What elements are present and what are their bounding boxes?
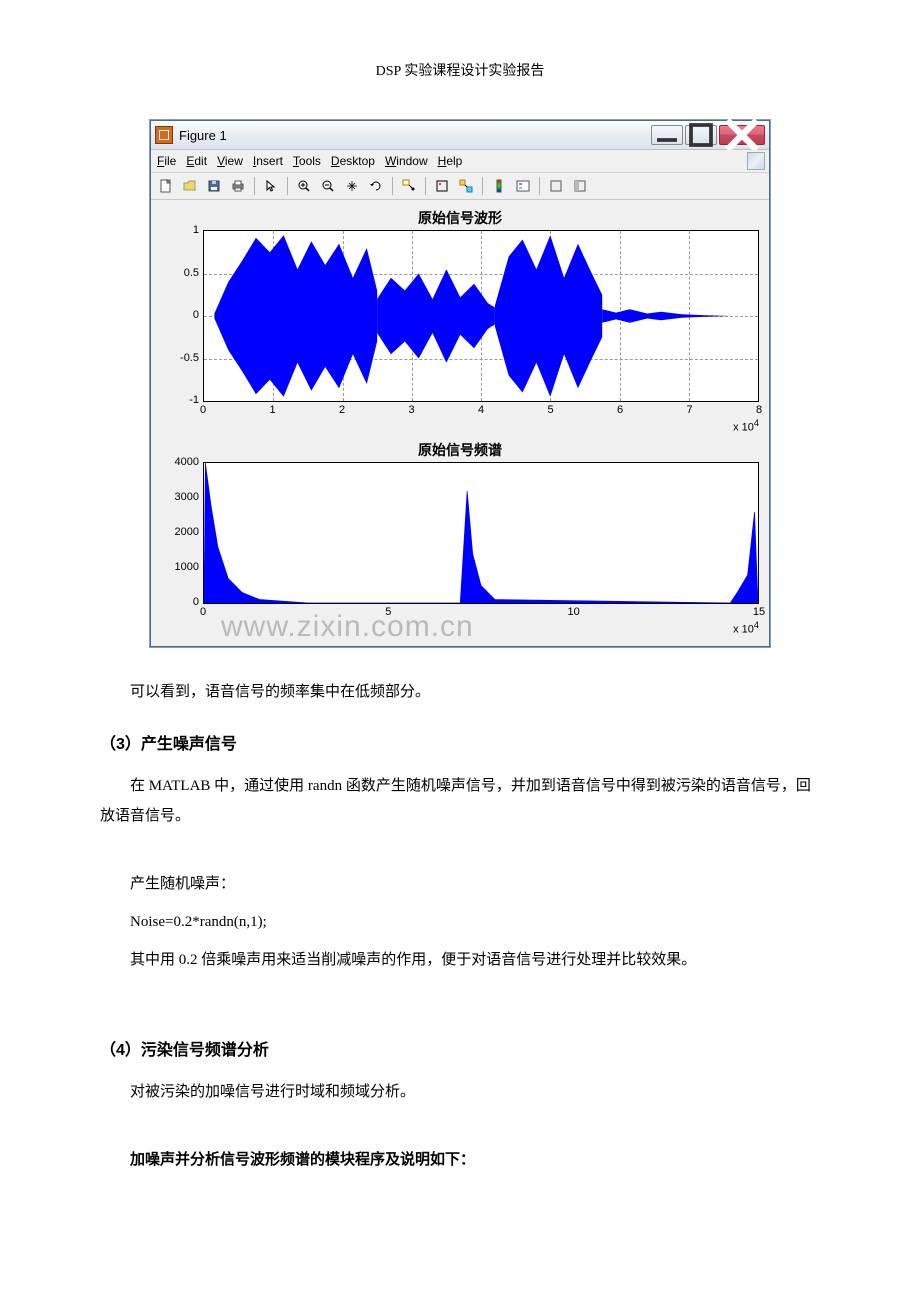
- maximize-button[interactable]: [685, 125, 717, 145]
- open-folder-icon[interactable]: [179, 175, 201, 197]
- xtick: 0: [200, 404, 206, 416]
- subplot2-canvas[interactable]: [203, 462, 759, 604]
- subplot1-xticks: 0 1 2 3 4 5 6 7 8: [203, 402, 759, 418]
- paragraph: 在 MATLAB 中，通过使用 randn 函数产生随机噪声信号，并加到语音信号…: [100, 771, 820, 831]
- window-title: Figure 1: [179, 128, 651, 143]
- xtick: 0: [200, 606, 206, 618]
- toolbar-separator: [392, 177, 393, 195]
- subplot1-yticks: 1 0.5 0 -0.5 -1: [161, 230, 203, 400]
- subplot-waveform: 原始信号波形 1 0.5 0 -0.5 -1: [161, 208, 759, 418]
- ytick: 0: [193, 596, 199, 608]
- toolbar-separator: [482, 177, 483, 195]
- xtick: 10: [568, 606, 580, 618]
- paragraph: 可以看到，语音信号的频率集中在低频部分。: [100, 677, 820, 707]
- toolbar-separator: [287, 177, 288, 195]
- print-icon[interactable]: [227, 175, 249, 197]
- close-button[interactable]: [719, 125, 765, 145]
- section-3-heading: （3）产生噪声信号: [100, 729, 820, 761]
- paragraph: 产生随机噪声：: [100, 869, 820, 899]
- menu-view[interactable]: View: [217, 154, 243, 168]
- section-4-heading: （4）污染信号频谱分析: [100, 1035, 820, 1067]
- xtick: 15: [753, 606, 765, 618]
- code-line: Noise=0.2*randn(n,1);: [100, 907, 820, 937]
- xtick: 1: [269, 404, 275, 416]
- dock-icon[interactable]: [569, 175, 591, 197]
- menu-insert[interactable]: Insert: [253, 154, 283, 168]
- new-file-icon[interactable]: [155, 175, 177, 197]
- bold-paragraph: 加噪声并分析信号波形频谱的模块程序及说明如下：: [100, 1145, 820, 1175]
- spectrum-svg: [204, 463, 758, 603]
- zoom-out-icon[interactable]: [317, 175, 339, 197]
- subplot1-title: 原始信号波形: [161, 208, 759, 228]
- waveform-svg: [204, 231, 758, 401]
- toolbar-separator: [425, 177, 426, 195]
- menu-corner-icon: [747, 152, 765, 170]
- ytick: 4000: [175, 456, 199, 468]
- xtick: 5: [547, 404, 553, 416]
- subplot2-title: 原始信号频谱: [161, 440, 759, 460]
- menu-edit[interactable]: Edit: [186, 154, 207, 168]
- colorbar-icon[interactable]: [488, 175, 510, 197]
- subplot2-exponent: x 104: [733, 620, 759, 636]
- subplot1-canvas[interactable]: [203, 230, 759, 402]
- window-buttons: [651, 125, 765, 145]
- menu-file[interactable]: File: [157, 154, 176, 168]
- document-body: 可以看到，语音信号的频率集中在低频部分。 （3）产生噪声信号 在 MATLAB …: [100, 677, 820, 1175]
- subplot1-exponent: x 104: [733, 418, 759, 434]
- xtick: 2: [339, 404, 345, 416]
- ytick: 1: [193, 224, 199, 236]
- ytick: 1000: [175, 561, 199, 573]
- subplot2-xticks: 0 5 10 15: [203, 604, 759, 620]
- ytick: -1: [189, 394, 199, 406]
- xtick: 5: [385, 606, 391, 618]
- datacursor-icon[interactable]: [398, 175, 420, 197]
- hide-icon[interactable]: [545, 175, 567, 197]
- page-header: DSP 实验课程设计实验报告: [100, 60, 820, 80]
- menu-desktop[interactable]: Desktop: [331, 154, 375, 168]
- toolbar-separator: [539, 177, 540, 195]
- zoom-in-icon[interactable]: [293, 175, 315, 197]
- rotate-icon[interactable]: [365, 175, 387, 197]
- xtick: 3: [408, 404, 414, 416]
- ytick: 0: [193, 309, 199, 321]
- ytick: 2000: [175, 526, 199, 538]
- link-icon[interactable]: [455, 175, 477, 197]
- brush-icon[interactable]: [431, 175, 453, 197]
- figure-window: Figure 1 File Edit View Insert Tools Des…: [150, 120, 770, 647]
- menubar: File Edit View Insert Tools Desktop Wind…: [151, 150, 769, 173]
- paragraph: 其中用 0.2 倍乘噪声用来适当削减噪声的作用，便于对语音信号进行处理并比较效果…: [100, 945, 820, 975]
- save-icon[interactable]: [203, 175, 225, 197]
- minimize-button[interactable]: [651, 125, 683, 145]
- titlebar: Figure 1: [151, 121, 769, 150]
- ytick: 3000: [175, 491, 199, 503]
- xtick: 4: [478, 404, 484, 416]
- pointer-icon[interactable]: [260, 175, 282, 197]
- ytick: 0.5: [184, 267, 199, 279]
- matlab-figure-icon: [155, 126, 173, 144]
- xtick: 8: [756, 404, 762, 416]
- menu-window[interactable]: Window: [385, 154, 428, 168]
- menu-help[interactable]: Help: [438, 154, 463, 168]
- xtick: 7: [686, 404, 692, 416]
- plot-area: 原始信号波形 1 0.5 0 -0.5 -1: [151, 200, 769, 646]
- menu-tools[interactable]: Tools: [293, 154, 321, 168]
- pan-icon[interactable]: [341, 175, 363, 197]
- toolbar-separator: [254, 177, 255, 195]
- xtick: 6: [617, 404, 623, 416]
- toolbar: [151, 173, 769, 200]
- legend-icon[interactable]: [512, 175, 534, 197]
- ytick: -0.5: [180, 352, 199, 364]
- subplot-spectrum: 原始信号频谱 4000 3000 2000 1000 0: [161, 440, 759, 620]
- subplot2-yticks: 4000 3000 2000 1000 0: [161, 462, 203, 602]
- paragraph: 对被污染的加噪信号进行时域和频域分析。: [100, 1077, 820, 1107]
